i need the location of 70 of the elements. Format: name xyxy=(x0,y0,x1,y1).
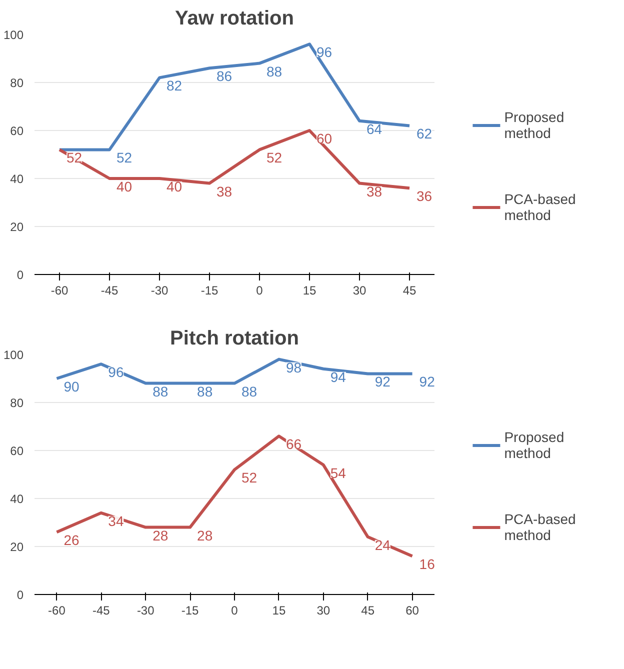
data-label: 34 xyxy=(108,512,124,529)
data-label: 52 xyxy=(116,150,132,166)
x-tick-label: -60 xyxy=(50,284,68,298)
x-tick-label: 0 xyxy=(231,604,238,618)
x-tick-label: -30 xyxy=(136,604,155,618)
x-tick-label: 30 xyxy=(316,604,330,618)
data-label: 92 xyxy=(374,374,391,390)
data-label: 52 xyxy=(242,470,258,486)
data-label: 96 xyxy=(316,44,332,60)
y-tick-label: 60 xyxy=(10,444,24,458)
line-series xyxy=(58,42,411,152)
data-label: 54 xyxy=(330,464,346,481)
y-tick-label: 40 xyxy=(10,492,24,506)
data-label: 38 xyxy=(366,183,382,200)
data-label: 88 xyxy=(197,383,213,400)
data-label: 66 xyxy=(286,436,302,452)
y-tick-label: 20 xyxy=(10,220,24,234)
data-label: 40 xyxy=(166,178,182,194)
line-series xyxy=(55,434,414,558)
data-label: 98 xyxy=(286,359,302,376)
legend-label: Proposed method xyxy=(504,428,564,460)
x-tick-label: -45 xyxy=(92,604,110,618)
data-label: 82 xyxy=(166,78,182,94)
x-tick-label: 0 xyxy=(256,284,264,298)
data-label: 16 xyxy=(419,556,436,572)
y-tick-label: 40 xyxy=(10,172,24,186)
y-tick-label: 0 xyxy=(16,588,24,602)
chart-title: Pitch rotation xyxy=(170,328,299,350)
data-label: 88 xyxy=(242,383,258,400)
data-label: 38 xyxy=(216,183,232,200)
data-label: 90 xyxy=(64,378,80,394)
x-tick-label: -45 xyxy=(100,284,118,298)
x-tick-label: -15 xyxy=(200,284,218,298)
data-label: 86 xyxy=(216,68,232,84)
y-tick-label: 100 xyxy=(3,28,24,42)
data-label: 96 xyxy=(108,364,124,380)
x-tick-label: 45 xyxy=(361,604,375,618)
x-tick-label: 60 xyxy=(406,604,420,618)
data-label: 94 xyxy=(330,368,346,385)
data-label: 28 xyxy=(197,527,213,544)
data-label: 52 xyxy=(266,150,282,166)
data-label: 52 xyxy=(66,150,82,166)
data-label: 60 xyxy=(316,130,332,146)
x-tick-label: -15 xyxy=(181,604,200,618)
data-label: 92 xyxy=(419,374,436,390)
x-tick-label: -60 xyxy=(48,604,66,618)
y-tick-label: 100 xyxy=(3,348,24,362)
legend-label: PCA-based method xyxy=(504,190,576,222)
data-label: 24 xyxy=(374,536,391,553)
data-label: 28 xyxy=(152,527,168,544)
x-tick-label: 15 xyxy=(302,284,316,298)
data-label: 88 xyxy=(266,63,282,80)
y-tick-label: 80 xyxy=(10,396,24,410)
x-tick-label: 30 xyxy=(352,284,366,298)
data-label: 40 xyxy=(116,178,132,194)
chart-title: Yaw rotation xyxy=(175,8,294,30)
x-tick-label: 45 xyxy=(402,284,416,298)
data-label: 64 xyxy=(366,120,382,137)
data-label: 88 xyxy=(152,383,168,400)
y-tick-label: 20 xyxy=(10,540,24,554)
y-tick-label: 80 xyxy=(10,76,24,90)
legend-label: PCA-based method xyxy=(504,510,576,542)
data-label: 62 xyxy=(416,126,432,142)
x-tick-label: 15 xyxy=(272,604,286,618)
data-label: 36 xyxy=(416,188,432,204)
y-tick-label: 0 xyxy=(16,268,24,282)
y-tick-label: 60 xyxy=(10,124,24,138)
data-label: 26 xyxy=(64,532,80,548)
legend-label: Proposed method xyxy=(504,108,564,140)
x-tick-label: -30 xyxy=(150,284,168,298)
